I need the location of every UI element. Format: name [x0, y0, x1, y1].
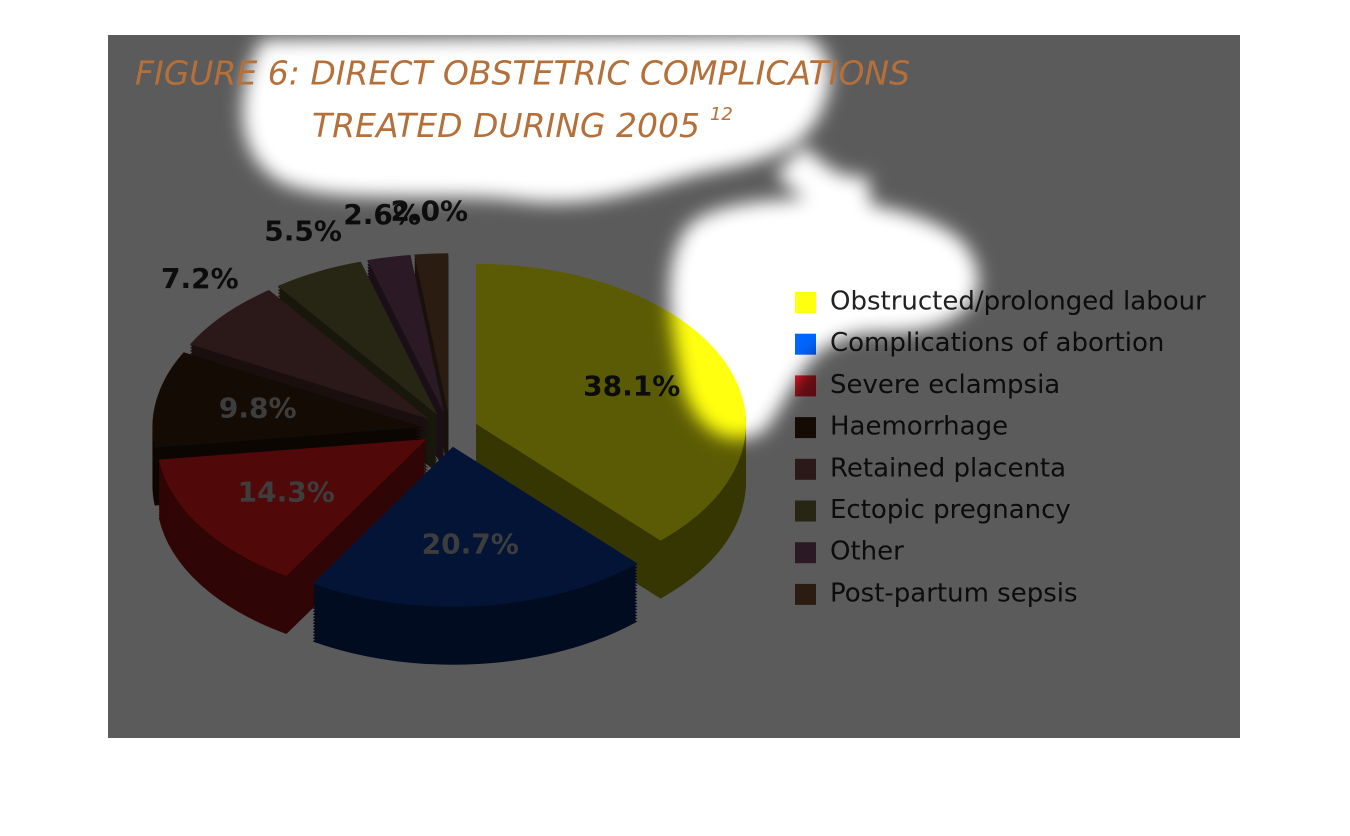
- subtitle-text: TREATED DURING 2005: [312, 106, 700, 145]
- chart-title: FIGURE 6: DIRECT OBSTETRIC COMPLICATIONS: [135, 54, 910, 93]
- title-note: 12: [710, 104, 733, 125]
- dim-overlay: [108, 35, 1240, 738]
- chart-subtitle: TREATED DURING 2005 12: [312, 104, 733, 145]
